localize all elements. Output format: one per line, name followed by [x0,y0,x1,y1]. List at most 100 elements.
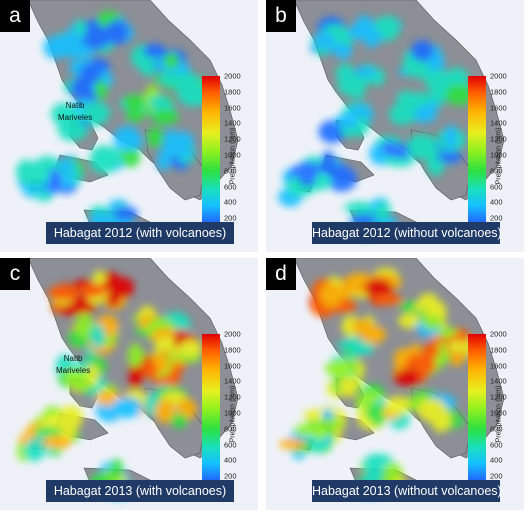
colorbar-tick: 1800 [490,87,507,97]
natib-label: Natib [63,354,83,363]
colorbar-tick: 1000 [224,150,241,160]
mariveles-label: Mariveles [56,366,91,375]
colorbar-tick: 1800 [224,345,241,355]
colorbar-tick: 1400 [224,376,241,386]
rain-cell [94,79,108,100]
panel-letter: a [0,0,30,32]
rain-cell [154,399,176,423]
rain-cell [163,52,180,69]
panel-caption: Habagat 2013 (with volcanoes) [46,480,234,502]
rain-cell [364,403,389,423]
colorbar-tick: 1200 [224,392,241,402]
colorbar-tick: 1000 [490,408,507,418]
rain-cell [92,270,106,285]
colorbar-tick: 1000 [490,150,507,160]
rain-cell [319,282,343,308]
colorbar-tick: 1800 [490,345,507,355]
rain-cell [19,161,51,185]
rain-cell [24,439,41,461]
colorbar-label: Precipitation (mm) [495,127,503,185]
rain-cell [95,154,113,168]
rain-cell [125,109,144,123]
rain-cell [156,154,171,171]
panel-caption: Habagat 2012 (with volcanoes) [46,222,234,244]
rain-cell [41,435,72,449]
rain-cell [384,396,413,414]
colorbar: 2000180016001400120010008006004002000 Pr… [200,330,252,500]
colorbar: 2000180016001400120010008006004002000 Pr… [200,72,252,242]
colorbar-tick: 200 [224,471,237,481]
rain-cell [80,101,111,125]
panel-letter: b [266,0,296,32]
colorbar-tick: 400 [490,455,503,465]
rain-cell [178,340,203,357]
rain-cell [85,364,100,385]
colorbar: 2000180016001400120010008006004002000 Pr… [466,330,518,500]
rain-cell [50,102,79,126]
rain-cell [339,382,357,398]
rain-cell [279,438,305,450]
natib-label: Natib [65,101,85,110]
rain-cell [143,43,166,59]
rain-cell [74,19,89,37]
colorbar-ticks: 2000180016001400120010008006004002000 [224,72,252,239]
colorbar-tick: 2000 [224,329,241,339]
colorbar-tick: 1000 [224,408,241,418]
rain-cell [407,134,437,151]
rain-cell [123,94,145,111]
rain-cell [363,279,393,296]
rain-cell [396,90,415,107]
map-panel-b: b 2000180016001400120010008006004002000 … [266,0,524,252]
rain-cell [409,107,438,123]
colorbar-tick: 600 [490,440,503,450]
colorbar-tick: 400 [490,197,503,207]
rain-cell [113,206,138,221]
colorbar-tick: 1400 [490,118,507,128]
colorbar-ticks: 2000180016001400120010008006004002000 [490,330,518,497]
rain-cell [393,368,421,387]
colorbar-tick: 800 [224,166,237,176]
rain-cell [313,31,335,50]
map-panel-a: a Natib Mariveles 2000 1800 1600 1400 1200 10… [0,0,258,252]
rain-cell [127,343,143,368]
colorbar-tick: 1200 [224,134,241,144]
colorbar-tick: 1600 [490,361,507,371]
rain-cell [81,283,106,298]
precipitation-field [16,270,203,500]
colorbar-tick: 1600 [490,103,507,113]
colorbar-tick: 2000 [490,71,507,81]
rain-cell [111,397,142,419]
rain-cell [90,323,105,349]
colorbar-tick: 1400 [224,118,241,128]
rain-cell [437,151,464,163]
colorbar-gradient [202,334,220,492]
colorbar-label: Precipitation (mm) [229,127,237,185]
panel-caption: Habagat 2012 (without volcanoes) [312,222,502,244]
rain-cell [82,29,110,50]
rain-cell [384,155,415,167]
rain-cell [47,285,79,301]
rain-cell [364,469,383,481]
panel-letter: c [0,258,30,290]
colorbar-tick: 1400 [490,376,507,386]
colorbar-tick: 200 [224,213,237,223]
rain-cell [164,129,178,148]
colorbar-label: Precipitation (mm) [495,385,503,443]
rain-cell [383,462,403,481]
rain-cell [79,63,102,85]
rain-cell [329,359,361,374]
map-panel-c: c Natib Mariveles 2000 1800 1600 1400 1200 10… [0,258,258,510]
rain-cell [349,339,375,356]
colorbar-gradient [468,76,486,234]
rain-cell [398,313,421,329]
colorbar-tick: 800 [224,424,237,434]
rain-cell [388,107,416,124]
colorbar-tick: 1200 [490,134,507,144]
colorbar-tick: 1800 [224,87,241,97]
rain-cell [350,319,376,334]
rain-cell [374,15,401,36]
colorbar-tick: 1600 [224,361,241,371]
volcano-labels: Natib Mariveles [58,100,92,124]
precipitation-map-a [0,0,258,252]
precipitation-field [279,267,475,498]
